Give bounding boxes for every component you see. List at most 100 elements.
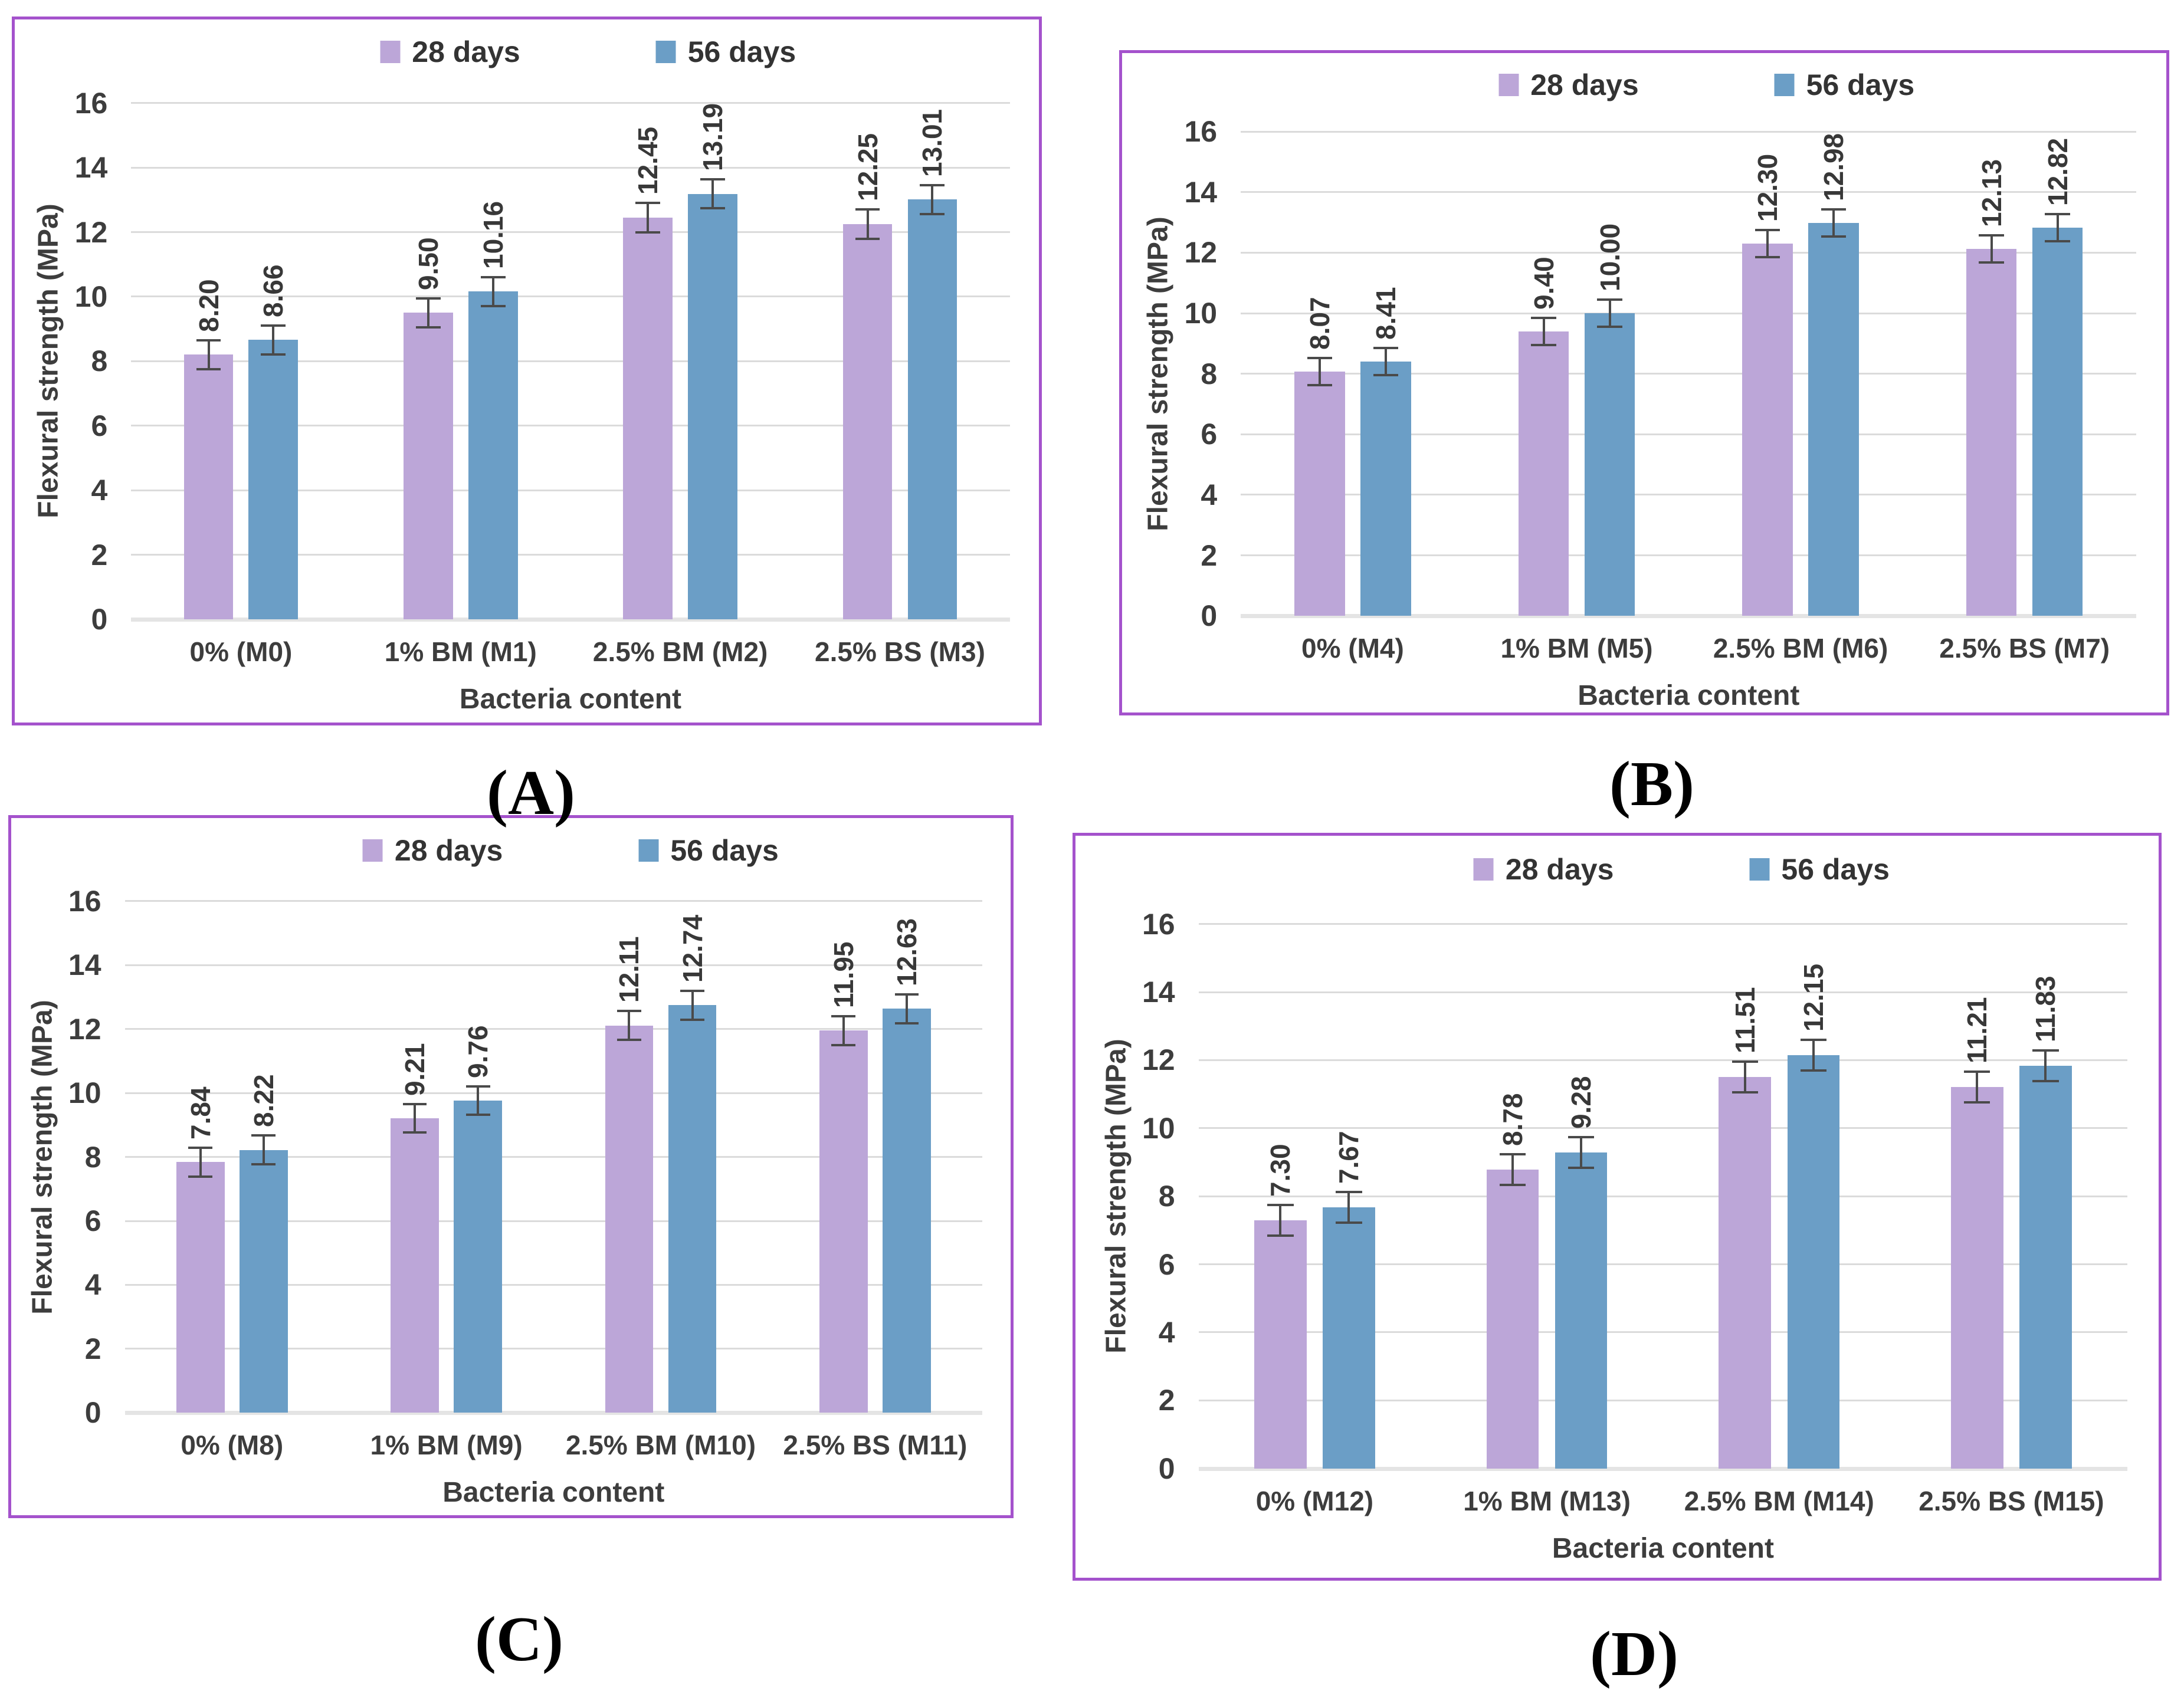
bar-28-days-0%(M4) — [1294, 372, 1345, 616]
bar-56-days-0%(M0) — [248, 340, 299, 619]
x-category-label: 0% (M0) — [189, 636, 293, 667]
bar-value-label: 11.21 — [1962, 997, 1993, 1064]
error-bar — [491, 277, 494, 306]
bar-28-days-1%BM(M1) — [403, 313, 453, 619]
legend-item-28-days: 28 days — [1473, 852, 1614, 886]
error-bar — [1990, 235, 1993, 262]
bar-value-label: 7.67 — [1333, 1131, 1365, 1184]
gridline — [1198, 1059, 2128, 1061]
y-tick-label: 8 — [84, 1140, 101, 1174]
legend-swatch-icon — [362, 839, 383, 862]
gridline — [124, 1348, 983, 1350]
x-category-label: 0% (M4) — [1301, 633, 1404, 664]
y-tick-label: 12 — [68, 1012, 101, 1046]
bar-28-days-2.5%BM(M14) — [1719, 1076, 1771, 1469]
error-bar — [262, 1135, 265, 1164]
legend-item-28-days: 28 days — [1498, 68, 1639, 102]
legend-swatch-icon — [1749, 858, 1770, 881]
x-category-label: 2.5% BS (M7) — [1939, 633, 2110, 664]
error-bar — [1279, 1204, 1282, 1236]
y-tick-label: 12 — [1184, 236, 1218, 270]
y-tick-label: 12 — [1142, 1043, 1175, 1077]
chart-panel-a: 28 days 56 days Flexural strength (MPa) B… — [12, 17, 1042, 725]
legend-label: 28 days — [1530, 68, 1639, 101]
error-bar-cap — [700, 178, 725, 180]
gridline — [1198, 991, 2128, 993]
error-bar — [1384, 347, 1387, 375]
error-bar-cap — [1531, 343, 1556, 346]
gridline — [1198, 1331, 2128, 1334]
error-bar-cap — [635, 231, 661, 234]
legend-label: 56 days — [670, 834, 779, 868]
error-bar — [691, 991, 694, 1020]
bar-value-label: 12.45 — [632, 127, 664, 195]
error-bar — [842, 1016, 845, 1045]
x-category-label: 1% BM (M1) — [384, 636, 537, 667]
error-bar-cap — [1597, 326, 1622, 329]
y-tick-label: 6 — [84, 1204, 101, 1238]
y-tick-label: 8 — [91, 344, 108, 378]
bar-value-label: 11.51 — [1729, 987, 1760, 1053]
bar-28-days-0%(M12) — [1254, 1220, 1307, 1469]
x-axis-title: Bacteria content — [459, 683, 682, 715]
bar-value-label: 8.07 — [1304, 297, 1335, 350]
legend-swatch-icon — [1498, 73, 1519, 96]
y-tick-label: 6 — [1201, 418, 1218, 451]
panel-caption-b: (B) — [1609, 749, 1694, 819]
legend-label: 56 days — [687, 35, 796, 69]
gridline — [1198, 1127, 2128, 1129]
y-tick-label: 8 — [1158, 1180, 1175, 1213]
legend-label: 56 days — [1806, 68, 1915, 101]
legend: 28 days 56 days — [362, 833, 779, 868]
error-bar-cap — [251, 1134, 276, 1137]
legend: 28 days 56 days — [1498, 68, 1914, 102]
legend-swatch-icon — [1473, 858, 1494, 881]
error-bar-cap — [1821, 208, 1847, 211]
error-bar — [1511, 1154, 1514, 1186]
legend-item-56-days: 56 days — [638, 833, 779, 868]
error-bar — [272, 325, 275, 354]
gridline — [131, 102, 1010, 104]
x-axis-baseline — [131, 617, 1010, 622]
bar-value-label: 9.50 — [412, 237, 444, 290]
bar-value-label: 7.84 — [185, 1086, 216, 1140]
x-category-label: 2.5% BM (M10) — [565, 1430, 756, 1461]
gridline — [124, 1028, 983, 1030]
error-bar-cap — [1800, 1069, 1826, 1072]
bar-28-days-2.5%BM(M6) — [1742, 244, 1793, 616]
error-bar-cap — [2032, 1049, 2059, 1052]
bar-value-label: 10.16 — [477, 201, 509, 269]
error-bar — [477, 1086, 480, 1115]
bar-value-label: 8.20 — [193, 279, 224, 332]
x-category-label: 1% BM (M5) — [1500, 633, 1653, 664]
error-bar-cap — [1336, 1191, 1362, 1194]
gridline — [1241, 494, 2137, 496]
gridline — [1241, 554, 2137, 557]
bar-value-label: 11.83 — [2030, 976, 2061, 1043]
gridline — [1198, 1263, 2128, 1266]
bar-value-label: 9.76 — [463, 1025, 494, 1078]
bar-56-days-2.5%BS(M15) — [2019, 1066, 2072, 1469]
y-tick-label: 12 — [74, 215, 108, 249]
legend-swatch-icon — [1774, 73, 1795, 96]
error-bar-cap — [680, 1018, 705, 1021]
error-bar — [1318, 358, 1321, 386]
gridline — [131, 360, 1010, 362]
error-bar — [414, 1104, 417, 1133]
error-bar — [711, 179, 714, 209]
gridline — [131, 554, 1010, 556]
bar-value-label: 10.00 — [1594, 223, 1625, 291]
y-tick-label: 8 — [1201, 357, 1218, 390]
bar-value-label: 12.82 — [2042, 138, 2073, 206]
error-bar-cap — [831, 1014, 856, 1017]
error-bar-cap — [480, 275, 506, 278]
error-bar-cap — [1979, 234, 2005, 237]
error-bar-cap — [1979, 261, 2005, 264]
y-tick-label: 10 — [68, 1076, 101, 1110]
bar-value-label: 12.98 — [1818, 133, 1849, 201]
error-bar-cap — [1307, 357, 1333, 359]
bar-value-label: 7.30 — [1265, 1144, 1296, 1197]
y-tick-label: 2 — [84, 1332, 101, 1365]
error-bar-cap — [1964, 1101, 1990, 1104]
